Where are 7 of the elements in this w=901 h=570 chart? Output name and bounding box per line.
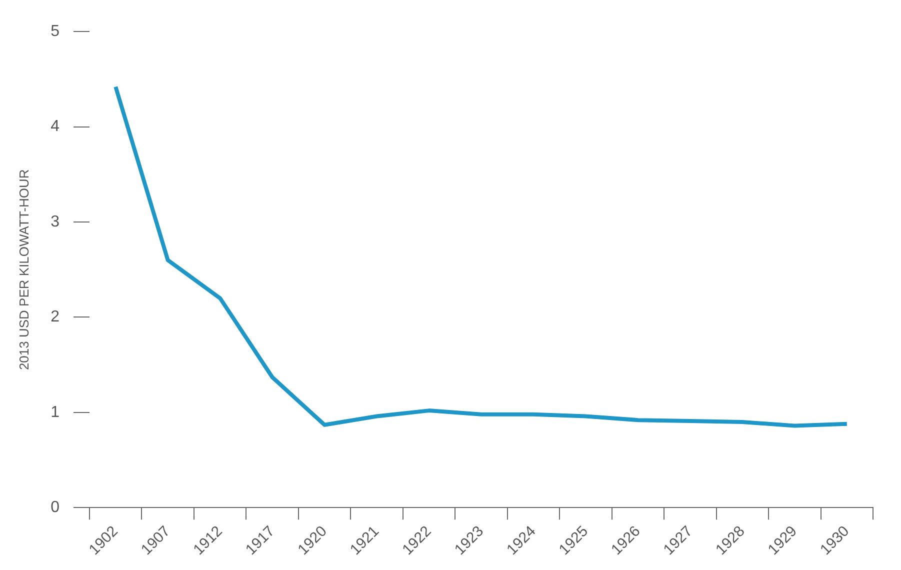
y-tick-label: 0: [50, 499, 60, 516]
y-tick-label: 1: [50, 404, 60, 421]
y-tick-label: 5: [50, 23, 60, 40]
y-tick-label: 4: [50, 118, 60, 136]
y-axis-title: 2013 USD PER KILOWATT-HOUR: [16, 169, 32, 370]
y-tick-label: 3: [50, 213, 60, 230]
y-tick-label: 2: [50, 308, 60, 326]
